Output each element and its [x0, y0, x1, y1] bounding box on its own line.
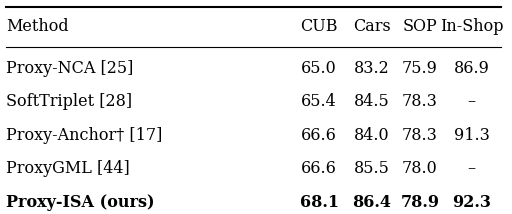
Text: 66.6: 66.6 [301, 127, 337, 144]
Text: 84.5: 84.5 [354, 93, 390, 110]
Text: 84.0: 84.0 [354, 127, 390, 144]
Text: In-Shop: In-Shop [440, 18, 503, 35]
Text: Method: Method [7, 18, 69, 35]
Text: Cars: Cars [353, 18, 391, 35]
Text: 65.4: 65.4 [301, 93, 337, 110]
Text: 86.9: 86.9 [454, 60, 489, 77]
Text: Proxy-Anchor† [17]: Proxy-Anchor† [17] [7, 127, 163, 144]
Text: Proxy-NCA [25]: Proxy-NCA [25] [7, 60, 134, 77]
Text: 68.1: 68.1 [300, 194, 338, 211]
Text: 78.3: 78.3 [402, 93, 438, 110]
Text: 78.3: 78.3 [402, 127, 438, 144]
Text: –: – [467, 160, 476, 177]
Text: 92.3: 92.3 [452, 194, 491, 211]
Text: 66.6: 66.6 [301, 160, 337, 177]
Text: 91.3: 91.3 [454, 127, 489, 144]
Text: 78.9: 78.9 [400, 194, 439, 211]
Text: –: – [467, 93, 476, 110]
Text: CUB: CUB [301, 18, 338, 35]
Text: 86.4: 86.4 [353, 194, 392, 211]
Text: ProxyGML [44]: ProxyGML [44] [7, 160, 130, 177]
Text: 65.0: 65.0 [301, 60, 337, 77]
Text: SoftTriplet [28]: SoftTriplet [28] [7, 93, 133, 110]
Text: 78.0: 78.0 [402, 160, 438, 177]
Text: SOP: SOP [402, 18, 437, 35]
Text: 83.2: 83.2 [354, 60, 390, 77]
Text: 85.5: 85.5 [354, 160, 390, 177]
Text: Proxy-ISA (ours): Proxy-ISA (ours) [7, 194, 155, 211]
Text: 75.9: 75.9 [402, 60, 438, 77]
